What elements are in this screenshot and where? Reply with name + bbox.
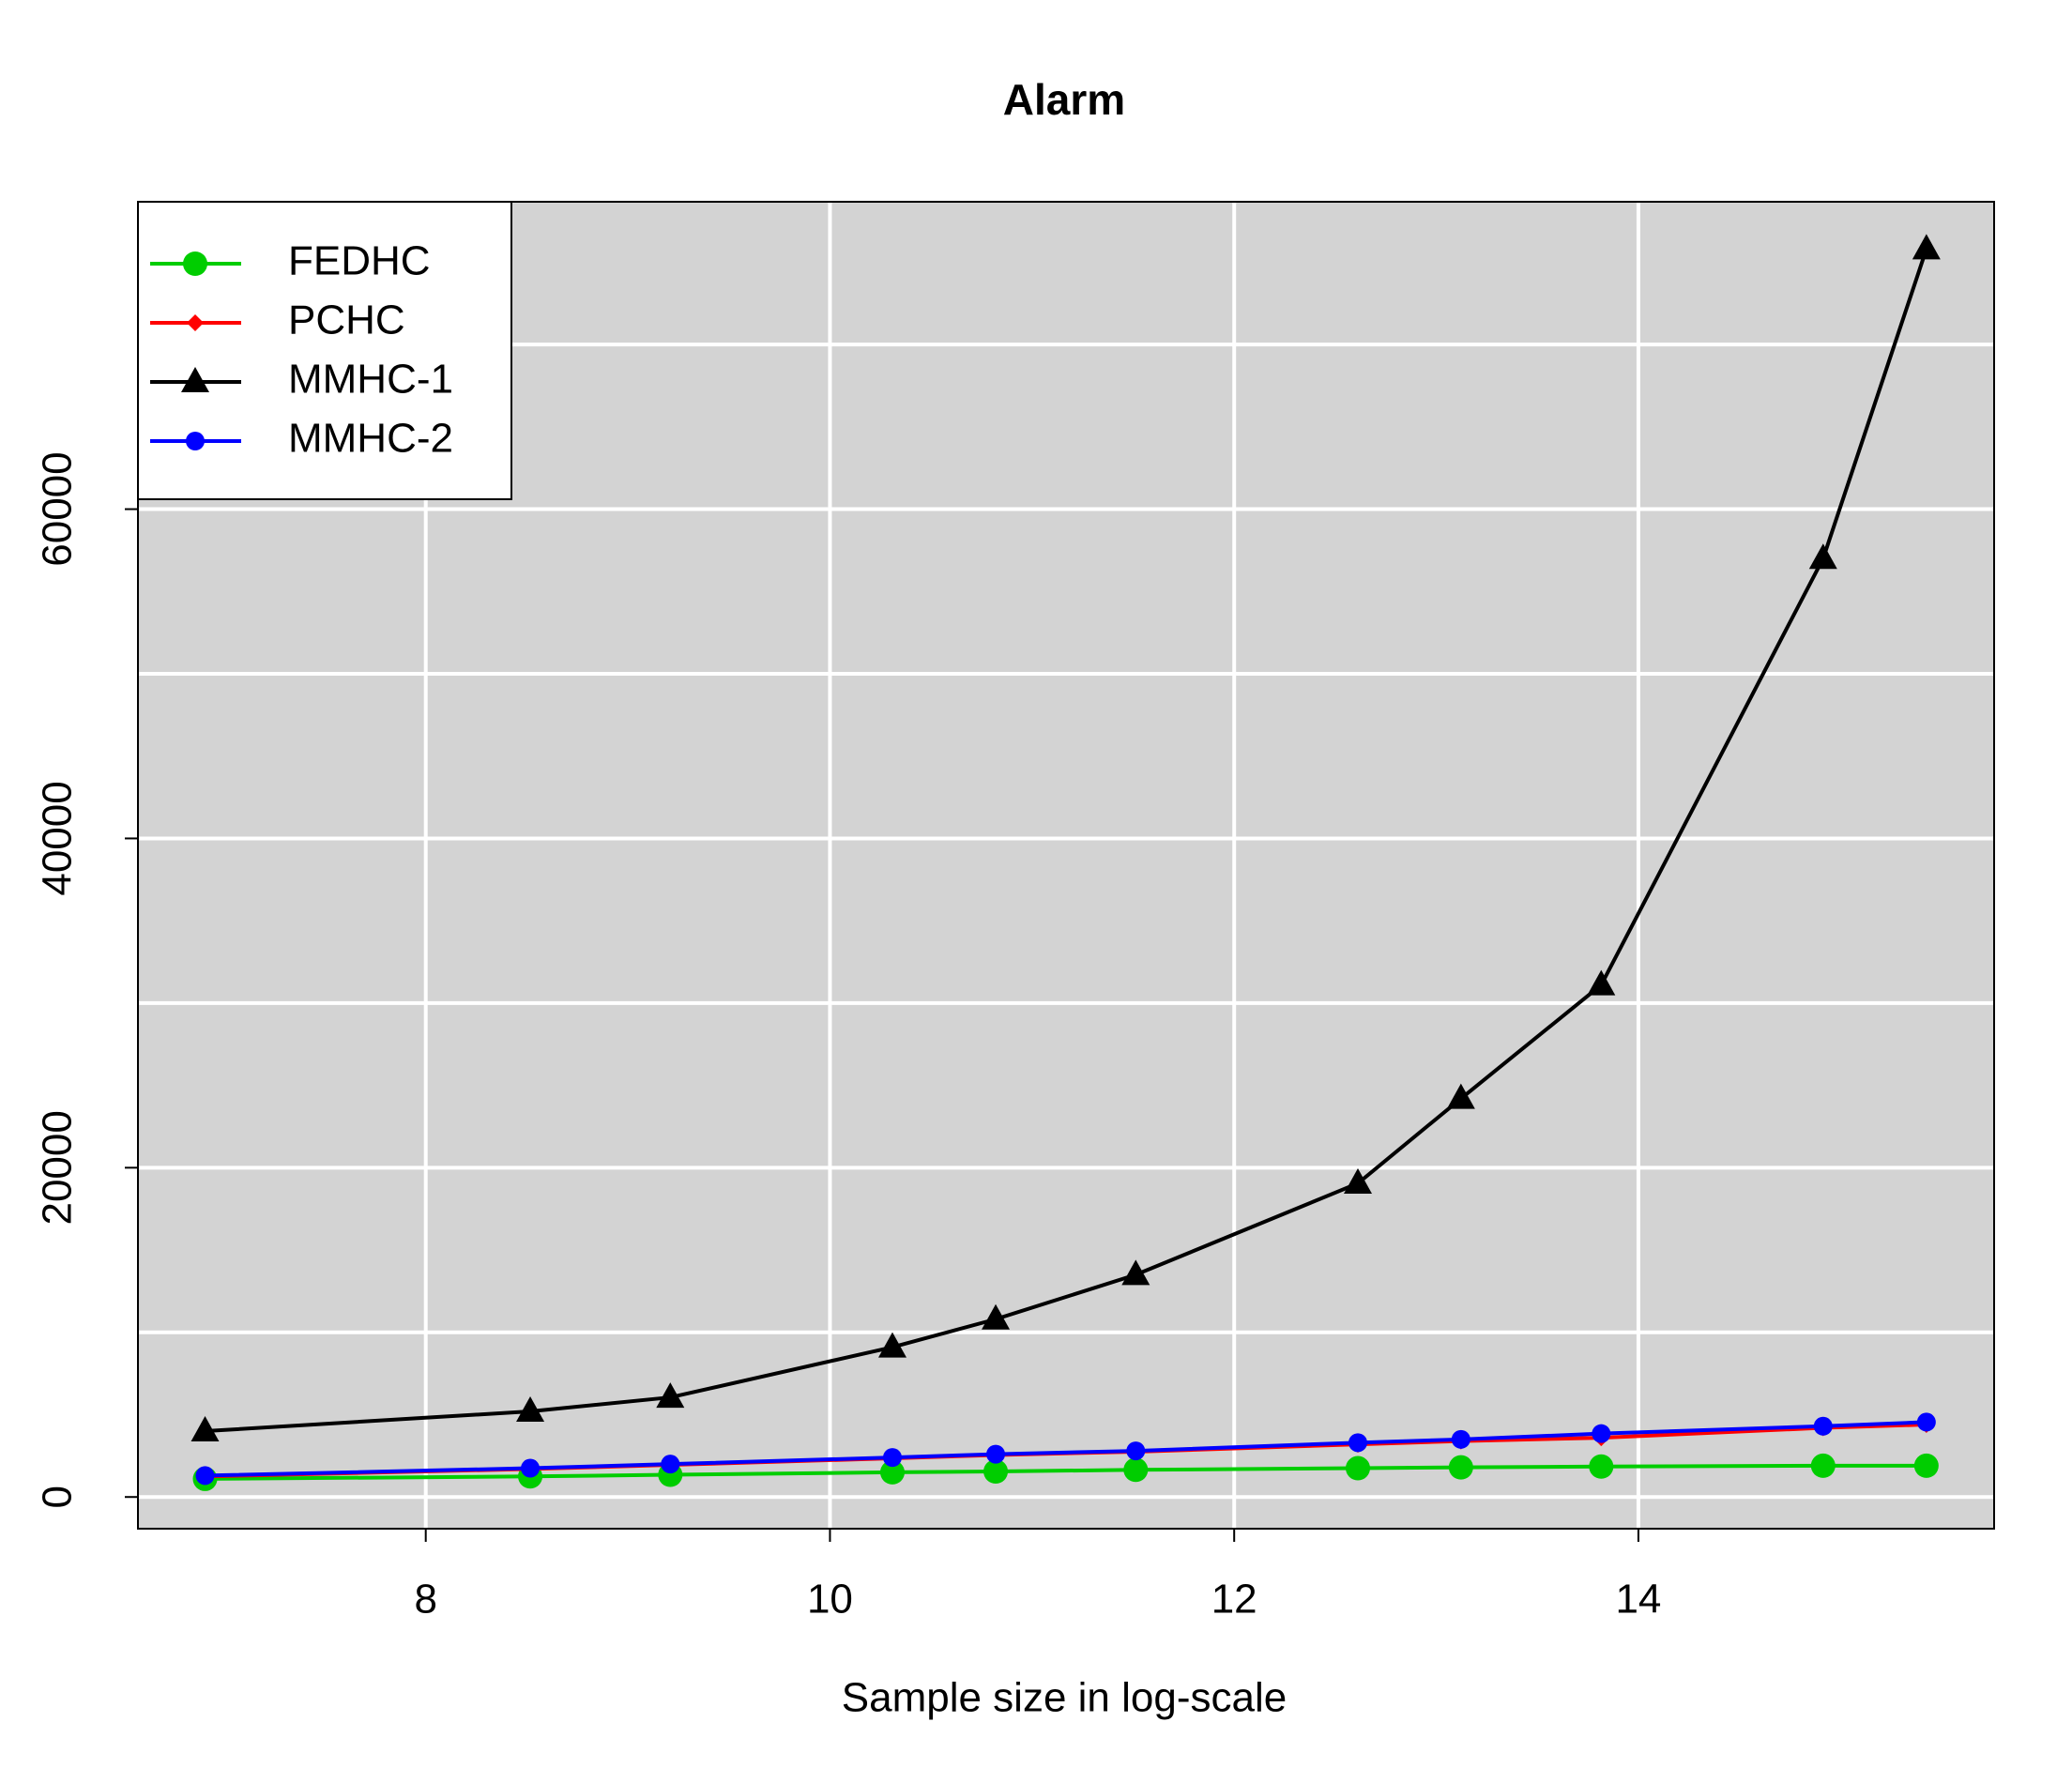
x-axis-label: Sample size in log-scale xyxy=(842,1675,1287,1721)
data-point xyxy=(982,1303,1011,1330)
y-tick-label: 0 xyxy=(35,1486,81,1508)
data-point xyxy=(1813,1416,1833,1436)
legend-label: MMHC-2 xyxy=(288,416,453,462)
data-point xyxy=(521,1458,541,1478)
data-point xyxy=(877,1332,906,1358)
legend-label: MMHC-1 xyxy=(288,357,453,403)
x-tick-label: 12 xyxy=(1211,1577,1257,1623)
x-tick-label: 8 xyxy=(414,1577,436,1623)
y-tick-label: 20000 xyxy=(35,1110,81,1225)
data-point xyxy=(1346,1455,1371,1481)
data-point xyxy=(882,1448,902,1468)
data-point xyxy=(1592,1424,1611,1443)
data-point xyxy=(986,1444,1006,1464)
data-point xyxy=(1448,1455,1473,1480)
data-point xyxy=(1587,969,1616,996)
y-tick-label: 40000 xyxy=(35,781,81,895)
x-tick-label: 10 xyxy=(807,1577,853,1623)
chart-title: Alarm xyxy=(1003,75,1125,124)
data-point xyxy=(1344,1168,1373,1195)
data-point xyxy=(983,1459,1009,1485)
data-point xyxy=(1810,1453,1836,1478)
legend-marker xyxy=(183,251,207,276)
data-point xyxy=(516,1395,545,1422)
data-point xyxy=(879,1459,905,1485)
legend-box xyxy=(137,201,512,500)
y-tick-label: 60000 xyxy=(35,451,81,566)
data-point xyxy=(1121,1259,1150,1286)
legend-label: FEDHC xyxy=(288,238,431,284)
data-point xyxy=(1912,234,1941,260)
data-point xyxy=(1451,1429,1470,1449)
data-point xyxy=(1589,1454,1614,1479)
legend-label: PCHC xyxy=(288,297,405,343)
legend-marker xyxy=(186,432,205,450)
data-point xyxy=(1123,1457,1149,1483)
data-point xyxy=(1348,1433,1368,1453)
data-point xyxy=(1808,543,1837,570)
data-point xyxy=(1126,1441,1146,1461)
data-point xyxy=(656,1382,685,1409)
data-point xyxy=(1916,1412,1936,1432)
data-point xyxy=(1913,1453,1939,1478)
plot-frame xyxy=(137,201,1995,1530)
legend-marker xyxy=(187,314,204,331)
x-tick-label: 14 xyxy=(1615,1577,1661,1623)
data-point xyxy=(1446,1083,1475,1109)
legend-marker xyxy=(181,367,209,392)
data-point xyxy=(190,1416,220,1442)
data-point xyxy=(661,1455,680,1474)
data-point xyxy=(195,1466,215,1486)
